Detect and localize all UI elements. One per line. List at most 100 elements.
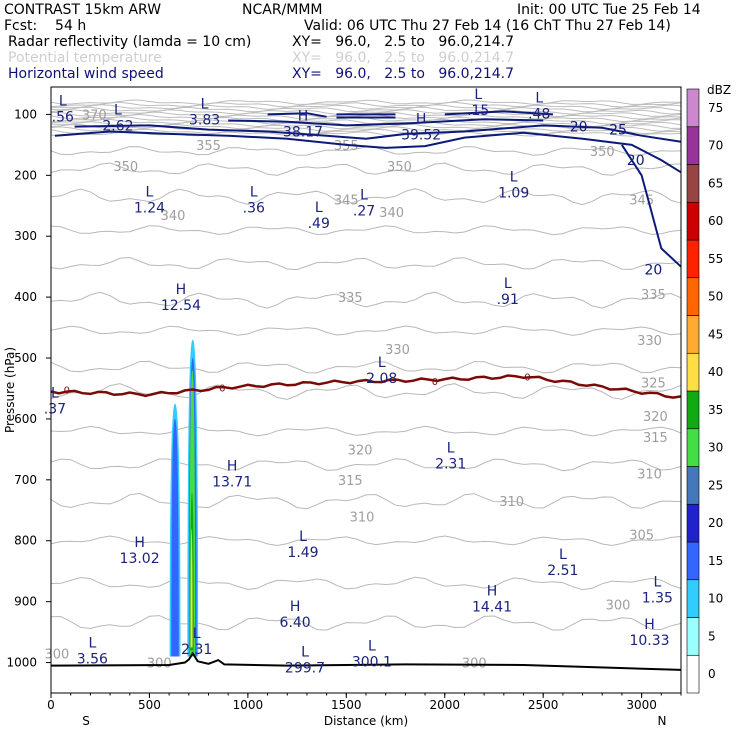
endpoint-north: N xyxy=(658,714,667,728)
endpoint-south: S xyxy=(82,714,90,728)
colorbar-swatch xyxy=(686,126,700,165)
extremum-value: 300.1 xyxy=(352,654,392,670)
theta-line xyxy=(50,615,682,631)
colorbar-level: 40 xyxy=(708,365,723,379)
terrain xyxy=(50,651,682,671)
theta-line xyxy=(50,188,682,206)
colorbar-swatch xyxy=(686,315,700,354)
wind-line xyxy=(621,144,682,268)
colorbar-level: 0 xyxy=(708,667,716,681)
extremum-value: .48 xyxy=(528,106,550,122)
extremum-kind: L xyxy=(360,188,368,204)
extremum-value: 2.31 xyxy=(181,642,212,658)
extremum-value: .49 xyxy=(308,216,330,232)
colorbar-swatch xyxy=(686,579,700,618)
x-tick-label: 500 xyxy=(138,698,161,712)
wind-line xyxy=(74,124,682,143)
theta-contour-label: 350 xyxy=(590,145,615,160)
x-tick-label: 2500 xyxy=(528,698,559,712)
x-axis-label: Distance (km) xyxy=(324,714,408,728)
theta-contour-label: 335 xyxy=(641,288,666,303)
theta-contour-label: 315 xyxy=(643,431,668,446)
extremum-value: 1.49 xyxy=(287,545,318,561)
extremum-kind: L xyxy=(51,386,59,402)
theta-contour-label: 305 xyxy=(629,529,654,544)
extremum-kind: H xyxy=(487,584,498,600)
colorbar-level: 70 xyxy=(708,139,723,153)
theta-line xyxy=(50,576,682,591)
x-tick-label: 3000 xyxy=(626,698,657,712)
extremum-value: 38.17 xyxy=(283,125,323,141)
extremum-value: 2.62 xyxy=(102,118,133,134)
extremum-kind: L xyxy=(559,547,567,563)
theta-contour-label: 350 xyxy=(113,160,138,175)
freezing-level: 0 0 0 0 xyxy=(50,372,682,399)
wind-line xyxy=(228,118,544,127)
colorbar-level: 25 xyxy=(708,478,723,492)
refl-cell-mid xyxy=(171,418,179,657)
x-tick-label: 0 xyxy=(47,698,55,712)
freezing-line xyxy=(50,374,682,399)
wind-contour-label: 20 xyxy=(645,263,663,279)
theta-contour-label: 340 xyxy=(379,206,404,221)
y-tick-label: 800 xyxy=(14,534,37,548)
y-tick-label: 400 xyxy=(14,290,37,304)
y-tick-label: 300 xyxy=(14,229,37,243)
colorbar-swatch xyxy=(686,239,700,279)
extremum-kind: L xyxy=(146,185,154,201)
extremum-value: .36 xyxy=(243,201,265,217)
extremum-kind: L xyxy=(510,169,518,185)
wind-contour-label: 20 xyxy=(627,153,645,169)
extremum-kind: L xyxy=(315,200,323,216)
freezing-label: 0 xyxy=(432,377,438,388)
colorbar-level: 15 xyxy=(708,554,723,568)
extremum-value: .91 xyxy=(497,292,519,308)
theta-line xyxy=(50,325,682,336)
extremum-value: 2.51 xyxy=(547,563,578,579)
theta-line-upper xyxy=(50,99,682,105)
colorbar-swatch xyxy=(686,617,700,656)
theta-contour-label: 335 xyxy=(338,291,363,306)
theta-line xyxy=(50,225,682,236)
colorbar-swatch xyxy=(686,466,700,505)
colorbar-swatch xyxy=(686,201,700,241)
extremum-value: 299.7 xyxy=(285,661,325,677)
colorbar-level: 30 xyxy=(708,441,723,455)
theta-contour-label: 350 xyxy=(387,160,412,175)
x-tick-label: 1000 xyxy=(233,698,264,712)
header-valid: Valid: 06 UTC Thu 27 Feb 14 (16 ChT Thu … xyxy=(304,18,671,34)
theta-contour-label: 345 xyxy=(334,194,359,209)
theta-contour-label: 310 xyxy=(499,495,524,510)
theta-line-upper xyxy=(50,130,682,137)
x-tick-label: 1500 xyxy=(331,698,362,712)
extremum-kind: L xyxy=(201,96,209,112)
wind-line xyxy=(54,130,682,174)
colorbar-level: 65 xyxy=(708,176,723,190)
extremum-value: 3.83 xyxy=(189,112,220,128)
colorbar-level: 35 xyxy=(708,403,723,417)
theta-line xyxy=(50,425,682,437)
theta-line xyxy=(50,162,682,176)
theta-contour-label: 310 xyxy=(637,468,662,483)
extremum-kind: H xyxy=(416,112,427,128)
colorbar-level: 5 xyxy=(708,629,716,643)
extremum-value: 2.08 xyxy=(366,371,397,387)
theta-line xyxy=(50,256,682,271)
extremum-kind: H xyxy=(227,459,238,475)
colorbar-swatch xyxy=(686,428,700,467)
extremum-kind: H xyxy=(644,617,655,633)
colorbar-level: 45 xyxy=(708,327,723,341)
wind-contour-label: 20 xyxy=(570,120,588,136)
wind-contour-label: 25 xyxy=(609,123,627,139)
extremum-value: 3.56 xyxy=(77,651,108,667)
theta-contour-label: 355 xyxy=(196,139,221,154)
extremum-kind: L xyxy=(474,87,482,103)
x-tick-label: 2000 xyxy=(429,698,460,712)
extremum-kind: L xyxy=(299,529,307,545)
y-axis-label: Pressure (hPa) xyxy=(3,347,17,433)
freezing-label: 0 xyxy=(64,386,70,397)
theta-contour-label: 300 xyxy=(44,647,69,662)
